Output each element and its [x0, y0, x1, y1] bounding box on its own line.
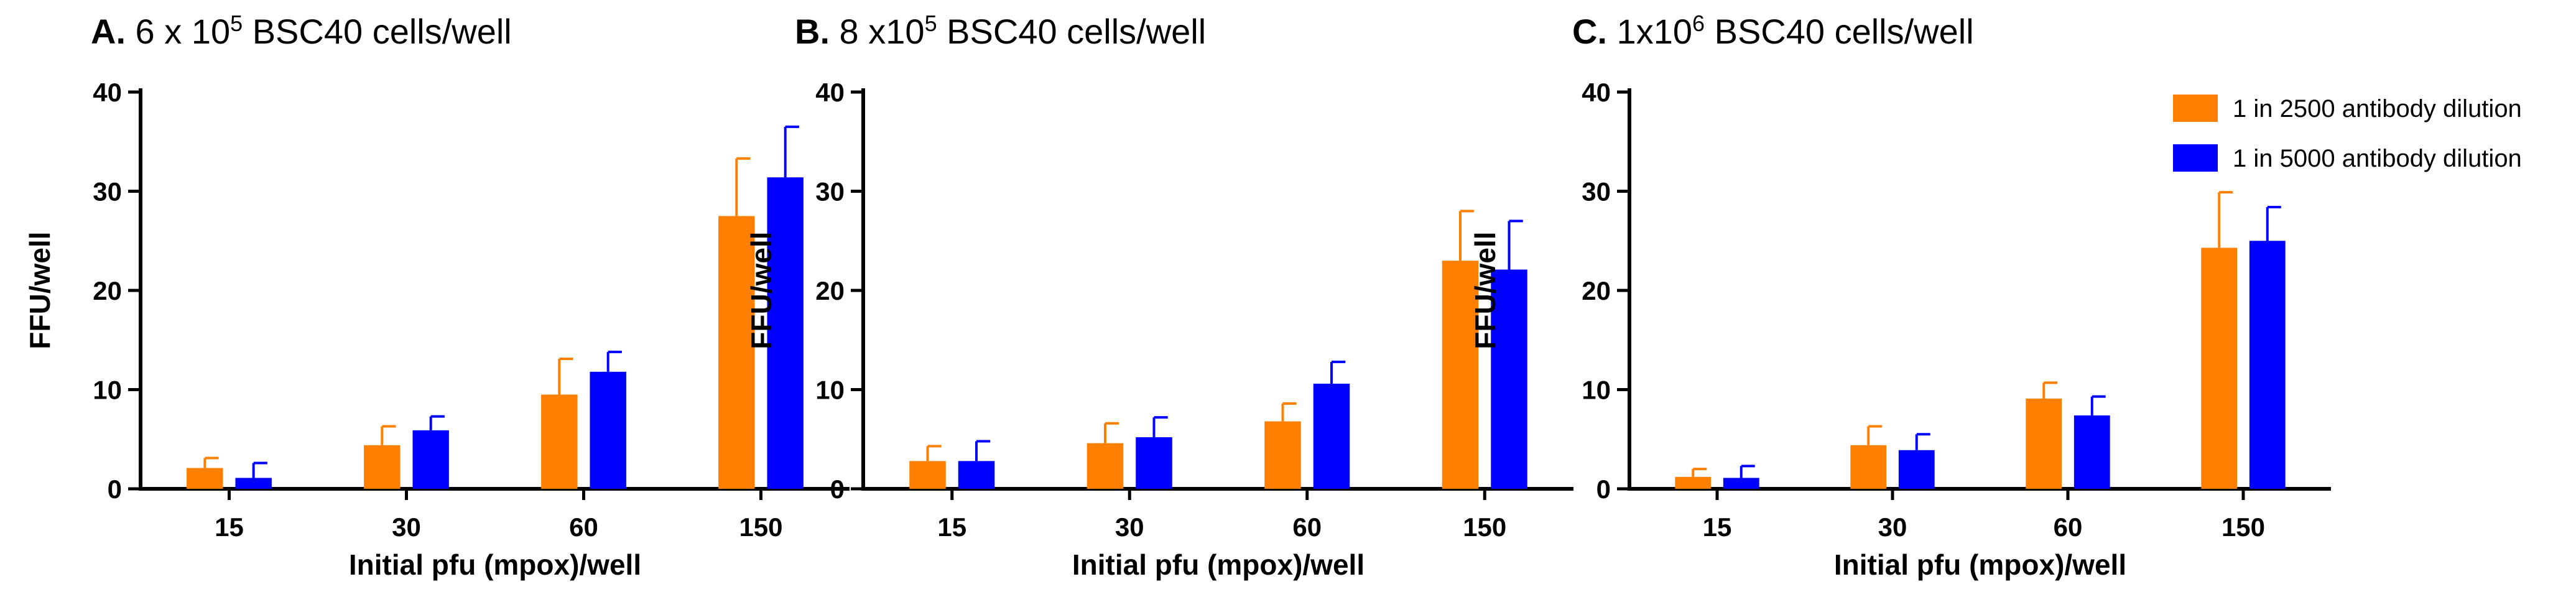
legend-swatch [2173, 144, 2218, 172]
bar [958, 461, 995, 489]
bar [187, 468, 223, 489]
y-axis-label: FFU/well [745, 231, 777, 349]
x-axis-label: Initial pfu (mpox)/well [349, 549, 641, 581]
panel-title: B. 8 x105 BSC40 cells/well [795, 11, 1206, 51]
bar [1675, 476, 1712, 489]
chart-panel-3: C. 1x106 BSC40 cells/well 0 10 20 30 40 FFU/we… [1469, 11, 2331, 581]
chart-panel-1: A. 6 x 105 BSC40 cells/well 0 10 20 30 40 FFU/… [24, 11, 850, 581]
y-tick-label: 0 [108, 475, 122, 504]
bar [590, 371, 626, 489]
y-tick-label: 20 [1582, 276, 1611, 305]
bar [909, 461, 946, 489]
legend-swatch [2173, 95, 2218, 122]
x-tick-label: 15 [937, 512, 966, 542]
panel-title-suffix: BSC40 cells/well [243, 12, 512, 51]
bar [1723, 478, 1759, 489]
x-tick-label: 15 [1703, 512, 1732, 542]
bar [235, 478, 272, 489]
y-tick-label: 10 [1582, 376, 1611, 405]
x-tick-label: 150 [2222, 512, 2265, 542]
bar [1850, 445, 1887, 489]
y-tick-label: 0 [830, 475, 845, 504]
bar [2073, 415, 2110, 489]
panel-title-letter: C. [1572, 12, 1607, 51]
x-tick-label: 30 [1878, 512, 1907, 542]
panel-title-main: 1x10 [1607, 12, 1692, 51]
bar [2249, 241, 2286, 489]
bar [767, 177, 804, 489]
x-tick-label: 150 [1463, 512, 1506, 542]
legend-label: 1 in 5000 antibody dilution [2233, 145, 2522, 172]
y-tick-label: 40 [815, 78, 845, 107]
panel-title-main: 6 x 10 [126, 12, 230, 51]
panel-title-letter: B. [795, 12, 830, 51]
panel-title-main: 8 x10 [830, 12, 925, 51]
y-tick-label: 40 [93, 78, 122, 107]
x-tick-label: 30 [392, 512, 421, 542]
bar [2201, 248, 2238, 489]
y-tick-label: 30 [93, 177, 122, 206]
x-axis-label: Initial pfu (mpox)/well [1834, 549, 2126, 581]
x-tick-label: 60 [569, 512, 598, 542]
bar [1086, 443, 1124, 489]
bar [364, 445, 401, 489]
bar [718, 216, 755, 489]
panel-title-letter: A. [91, 12, 126, 51]
y-tick-label: 0 [1596, 475, 1611, 504]
panel-title-superscript: 5 [925, 11, 937, 36]
x-tick-label: 60 [1292, 512, 1322, 542]
y-tick-label: 20 [815, 276, 845, 305]
bar [2026, 398, 2062, 489]
x-tick-label: 15 [215, 512, 244, 542]
x-tick-label: 30 [1115, 512, 1144, 542]
panel-title: A. 6 x 105 BSC40 cells/well [91, 11, 512, 51]
y-tick-label: 10 [93, 376, 122, 405]
bar [1491, 269, 1527, 489]
y-tick-label: 30 [1582, 177, 1611, 206]
panel-title-suffix: BSC40 cells/well [1705, 12, 1974, 51]
bar [1136, 437, 1172, 489]
y-axis-label: FFU/well [24, 231, 56, 349]
panel-title: C. 1x106 BSC40 cells/well [1572, 11, 1974, 51]
y-tick-label: 40 [1582, 78, 1611, 107]
x-tick-label: 150 [739, 512, 782, 542]
bar [1264, 421, 1301, 489]
x-axis-label: Initial pfu (mpox)/well [1072, 549, 1364, 581]
y-tick-label: 10 [815, 376, 845, 405]
y-tick-label: 30 [815, 177, 845, 206]
bar [1313, 383, 1350, 489]
bar [1442, 261, 1479, 489]
panel-title-superscript: 5 [230, 11, 243, 36]
bar [1898, 450, 1935, 489]
bar [412, 430, 449, 489]
legend: 1 in 2500 antibody dilution 1 in 5000 ant… [2173, 95, 2522, 172]
y-axis-label: FFU/well [1469, 231, 1501, 349]
y-tick-label: 20 [93, 276, 122, 305]
panel-title-superscript: 6 [1692, 11, 1705, 36]
panel-title-suffix: BSC40 cells/well [937, 12, 1207, 51]
chart-panel-2: B. 8 x105 BSC40 cells/well 0 10 20 30 40 FFU/w… [745, 11, 1573, 581]
bar [541, 394, 578, 489]
legend-label: 1 in 2500 antibody dilution [2233, 95, 2522, 123]
x-tick-label: 60 [2054, 512, 2083, 542]
